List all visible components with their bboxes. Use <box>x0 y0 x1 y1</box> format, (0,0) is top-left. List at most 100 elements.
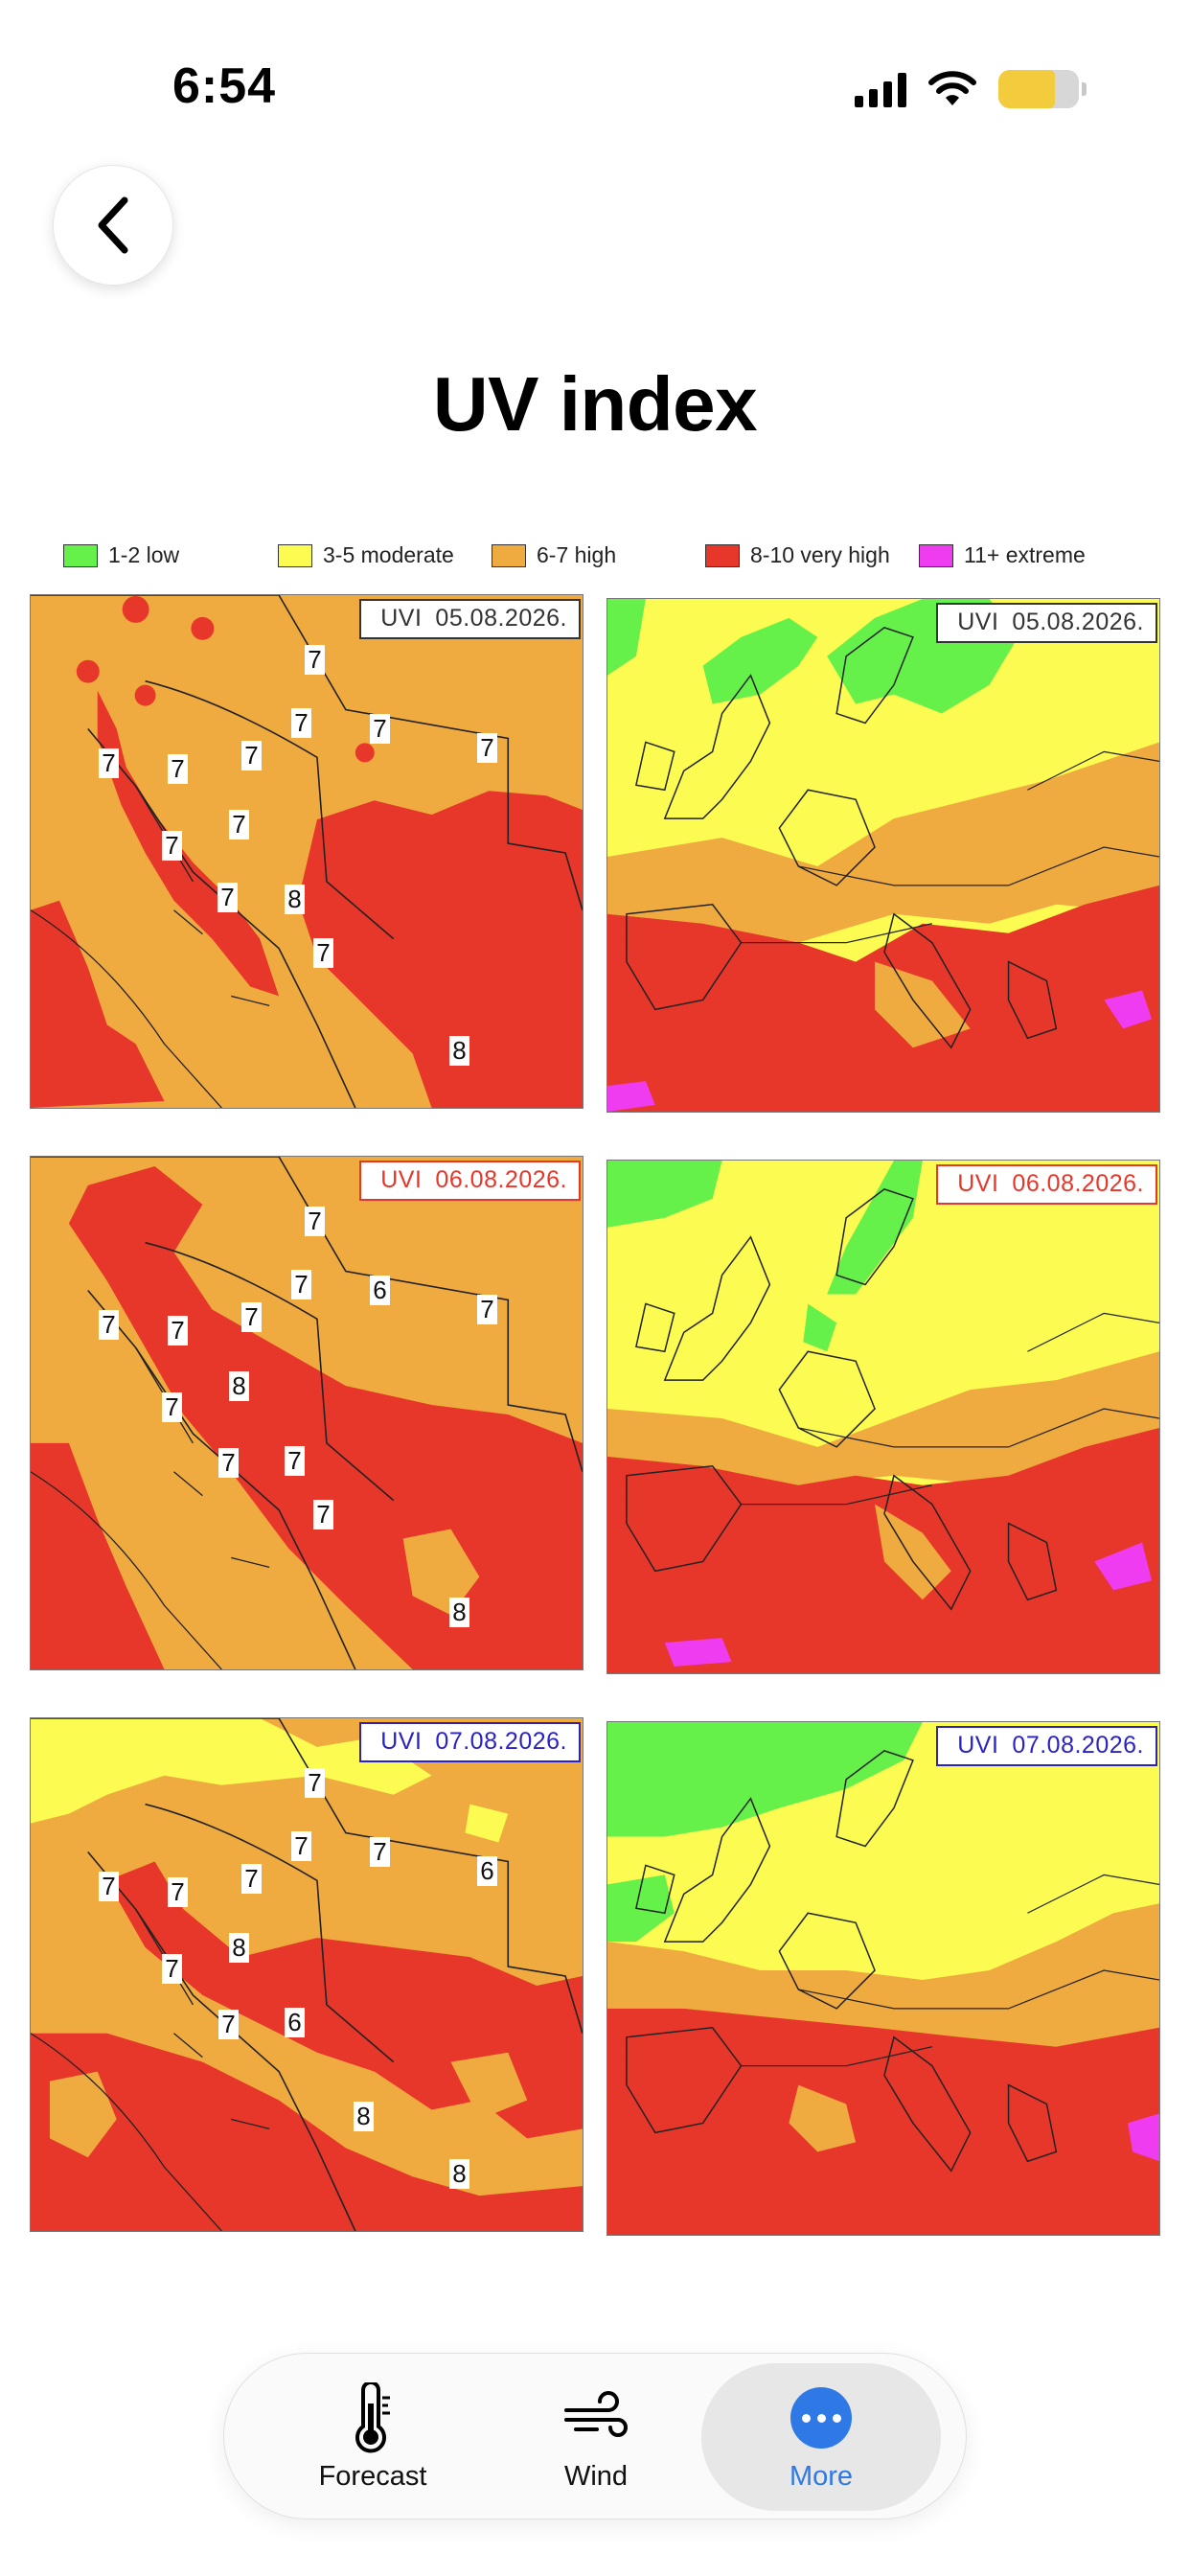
legend-label: 8-10 very high <box>750 542 890 567</box>
legend-label: 1-2 low <box>108 542 180 567</box>
uv-value-label: 8 <box>449 1036 469 1066</box>
croatia-uv-map-day-1[interactable]: UVI 05.08.2026. 7 7 7 7 7 7 7 7 7 8 7 7 8 <box>30 594 584 1109</box>
uv-value-label: 8 <box>285 885 305 914</box>
legend-item-moderate: 3-5 moderate <box>278 542 454 568</box>
uvi-prefix: UVI <box>957 1732 999 1759</box>
uvi-date-label: UVI 07.08.2026. <box>359 1722 581 1762</box>
legend-swatch <box>63 543 98 567</box>
uv-value-label: 7 <box>168 754 188 784</box>
legend-item-low: 1-2 low <box>63 542 179 568</box>
uv-value-label: 7 <box>229 810 249 840</box>
uv-map-graphic <box>31 595 583 1108</box>
uv-value-label: 7 <box>217 883 238 912</box>
uvi-prefix: UVI <box>380 1166 423 1193</box>
uv-value-label: 7 <box>99 1310 119 1340</box>
uv-value-label: 7 <box>162 1954 182 1984</box>
uv-value-label: 6 <box>477 1856 497 1886</box>
uv-map-graphic <box>607 1722 1159 2235</box>
uv-value-label: 7 <box>305 1207 325 1236</box>
uv-value-label: 7 <box>241 1864 262 1894</box>
uv-value-label: 7 <box>305 645 325 675</box>
uv-value-label: 7 <box>291 708 311 738</box>
uv-value-label: 7 <box>168 1877 188 1907</box>
uv-value-label: 7 <box>313 1500 333 1530</box>
legend-swatch <box>278 543 312 567</box>
uv-value-label: 6 <box>285 2008 305 2037</box>
uv-value-label: 7 <box>218 2010 239 2039</box>
uv-value-label: 7 <box>241 741 262 770</box>
uv-value-label: 7 <box>241 1302 262 1332</box>
uv-value-label: 7 <box>218 1448 239 1478</box>
europe-uv-map-day-2[interactable]: UVI 06.08.2026. <box>606 1160 1160 1674</box>
uv-value-label: 7 <box>370 714 390 744</box>
tab-forecast[interactable]: Forecast <box>253 2354 492 2520</box>
legend-item-very-high: 8-10 very high <box>705 542 890 568</box>
uvi-date: 05.08.2026. <box>1012 609 1144 635</box>
uvi-date-label: UVI 06.08.2026. <box>359 1161 581 1201</box>
uv-value-label: 7 <box>162 831 182 861</box>
uv-value-label: 8 <box>229 1933 249 1963</box>
uvi-date: 07.08.2026. <box>1012 1732 1144 1759</box>
chevron-left-icon <box>98 196 128 254</box>
back-button[interactable] <box>53 165 173 286</box>
wifi-icon <box>928 71 976 105</box>
bottom-tab-bar: Forecast Wind More <box>223 2353 967 2519</box>
uv-value-label: 7 <box>99 1872 119 1901</box>
uv-value-label: 7 <box>168 1316 188 1346</box>
uv-legend: 1-2 low 3-5 moderate 6-7 high 8-10 very … <box>63 542 1136 575</box>
status-time: 6:54 <box>172 58 277 114</box>
tab-wind[interactable]: Wind <box>476 2354 716 2520</box>
uv-value-label: 7 <box>291 1270 311 1300</box>
uvi-date-label: UVI 05.08.2026. <box>936 603 1157 643</box>
europe-uv-map-day-1[interactable]: UVI 05.08.2026. <box>606 598 1160 1113</box>
uv-map-graphic <box>607 1161 1159 1673</box>
uvi-date: 05.08.2026. <box>435 605 567 632</box>
uv-value-label: 8 <box>449 1598 469 1627</box>
uv-value-label: 6 <box>370 1276 390 1305</box>
uvi-prefix: UVI <box>380 1728 423 1755</box>
legend-item-extreme: 11+ extreme <box>919 542 1086 568</box>
legend-label: 3-5 moderate <box>323 542 454 567</box>
uv-value-label: 7 <box>162 1392 182 1422</box>
uvi-date-label: UVI 07.08.2026. <box>936 1726 1157 1766</box>
uv-map-graphic <box>607 599 1159 1112</box>
uv-value-label: 7 <box>477 733 497 763</box>
tab-more[interactable]: More <box>701 2363 941 2511</box>
uvi-date: 07.08.2026. <box>435 1728 567 1755</box>
uv-value-label: 8 <box>354 2102 374 2131</box>
legend-item-high: 6-7 high <box>492 542 616 568</box>
uv-value-label: 7 <box>477 1295 497 1324</box>
uv-value-label: 7 <box>291 1831 311 1861</box>
uvi-date: 06.08.2026. <box>435 1166 567 1193</box>
uvi-prefix: UVI <box>957 1170 999 1197</box>
uv-value-label: 8 <box>449 2159 469 2189</box>
legend-label: 6-7 high <box>537 542 617 567</box>
uv-value-label: 7 <box>99 748 119 778</box>
uv-value-label: 7 <box>370 1837 390 1867</box>
legend-swatch <box>919 543 953 567</box>
wind-icon <box>562 2382 629 2453</box>
uv-map-graphic <box>31 1718 583 2231</box>
croatia-uv-map-day-2[interactable]: UVI 06.08.2026. 7 7 6 7 7 7 7 8 7 7 7 7 8 <box>30 1156 584 1670</box>
legend-swatch <box>492 543 526 567</box>
page-title: UV index <box>432 361 758 447</box>
thermometer-icon <box>352 2382 394 2453</box>
tab-label: Wind <box>563 2461 629 2492</box>
uvi-prefix: UVI <box>380 605 423 632</box>
uv-value-label: 7 <box>313 938 333 968</box>
croatia-uv-map-day-3[interactable]: UVI 07.08.2026. 7 7 7 6 7 7 7 8 7 6 7 8 8 <box>30 1717 584 2232</box>
uv-value-label: 7 <box>305 1768 325 1798</box>
uvi-date-label: UVI 05.08.2026. <box>359 599 581 639</box>
status-icons <box>855 67 1087 111</box>
uvi-date-label: UVI 06.08.2026. <box>936 1164 1157 1205</box>
europe-uv-map-day-3[interactable]: UVI 07.08.2026. <box>606 1721 1160 2236</box>
uv-value-label: 8 <box>229 1371 249 1401</box>
uvi-prefix: UVI <box>957 609 999 635</box>
battery-icon <box>998 70 1087 108</box>
uv-value-label: 7 <box>285 1446 305 1476</box>
legend-label: 11+ extreme <box>964 542 1086 567</box>
tab-label: More <box>789 2461 854 2492</box>
cellular-signal-icon <box>855 71 906 107</box>
more-icon <box>790 2382 852 2453</box>
uv-map-graphic <box>31 1157 583 1669</box>
